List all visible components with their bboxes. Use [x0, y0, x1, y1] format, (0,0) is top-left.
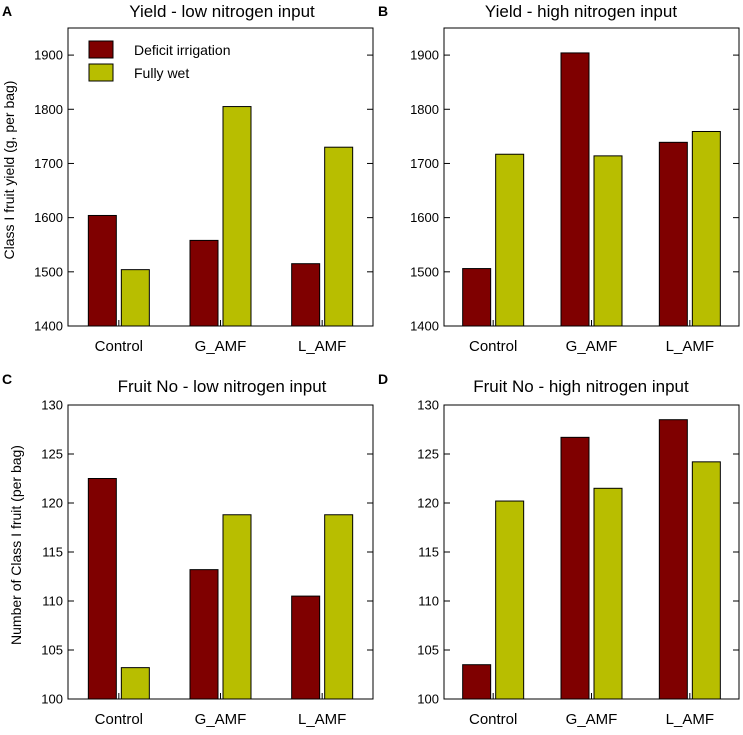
- y-tick-label: 1600: [34, 210, 63, 225]
- y-tick-label: 130: [41, 398, 63, 413]
- panel-b: B Yield - high nitrogen input 1400 1500 16…: [378, 2, 740, 355]
- panel-title: Yield - low nitrogen input: [129, 2, 315, 21]
- bar-fully-wet-g-amf: [593, 155, 623, 327]
- bar-deficit-control: [87, 478, 117, 700]
- x-tick-label: L_AMF: [666, 338, 714, 355]
- x-tick-label: Control: [95, 711, 143, 728]
- legend-label-deficit: Deficit irrigation: [134, 42, 230, 58]
- y-axis-title: Class I fruit yield (g, per bag): [1, 81, 17, 260]
- plot-frame: [67, 27, 374, 327]
- bar-fully-wet-g-amf: [222, 106, 252, 327]
- y-tick-label: 1400: [410, 319, 439, 334]
- y-tick-label: 110: [42, 594, 63, 609]
- bar-fully-wet-control: [495, 500, 525, 700]
- bar-deficit-l-amf: [658, 419, 688, 700]
- panel-c: C Fruit No - low nitrogen input Number o…: [2, 371, 374, 728]
- bar-deficit-control: [87, 214, 117, 327]
- plot-frame: [67, 404, 374, 700]
- x-tick-label: G_AMF: [566, 711, 618, 728]
- y-tick-label: 110: [418, 594, 439, 609]
- y-tick-label: 100: [417, 692, 439, 707]
- bar-fully-wet-l-amf: [691, 130, 721, 327]
- y-tick-label: 1900: [410, 48, 439, 63]
- plot-area: 1400 1500 1600 1700 1800 1900 Control G_AMF L_AM…: [34, 27, 374, 355]
- panel-a: A Yield - low nitrogen input Class I fru…: [1, 2, 374, 355]
- y-tick-label: 1500: [410, 264, 439, 279]
- plot-area: 100 105 110 115 120 125 130 Control G_AMF L_AMF: [417, 398, 740, 728]
- plot-frame: [443, 404, 740, 700]
- bar-fully-wet-l-amf: [324, 146, 354, 327]
- panel-letter: D: [378, 371, 388, 387]
- y-tick-label: 105: [41, 643, 63, 658]
- y-tick-label: 1700: [34, 156, 63, 171]
- y-tick-label: 125: [417, 447, 439, 462]
- panel-title: Yield - high nitrogen input: [485, 2, 677, 21]
- y-tick-label: 1900: [34, 48, 63, 63]
- y-axis-title: Number of Class I fruit (per bag): [8, 445, 24, 645]
- y-tick-label: 100: [41, 692, 63, 707]
- x-tick-label: L_AMF: [298, 711, 346, 728]
- bar-deficit-g-amf: [560, 52, 590, 327]
- bar-deficit-control: [462, 664, 492, 700]
- bar-fully-wet-control: [120, 667, 150, 700]
- y-tick-label: 115: [42, 545, 63, 560]
- x-tick-label: L_AMF: [666, 711, 714, 728]
- bar-fully-wet-g-amf: [593, 487, 623, 700]
- bar-deficit-l-amf: [658, 141, 688, 327]
- bar-deficit-g-amf: [560, 436, 590, 700]
- x-tick-label: G_AMF: [195, 711, 247, 728]
- y-tick-label: 1600: [410, 210, 439, 225]
- legend-swatch-deficit: [88, 40, 114, 59]
- x-tick-label: Control: [469, 711, 517, 728]
- y-tick-label: 1500: [34, 264, 63, 279]
- legend-label-fully-wet: Fully wet: [134, 65, 189, 81]
- y-tick-label: 125: [41, 447, 63, 462]
- x-tick-label: G_AMF: [566, 338, 618, 355]
- plot-frame: [443, 27, 740, 327]
- plot-area: 100 105 110 115 120 125 130 Control G_AMF L_AMF: [41, 398, 374, 728]
- y-tick-label: 130: [417, 398, 439, 413]
- bar-fully-wet-l-amf: [324, 514, 354, 700]
- x-tick-label: Control: [95, 338, 143, 355]
- plot-area: 1400 1500 1600 1700 1800 1900 Control G_AMF L_AM…: [410, 27, 740, 355]
- x-tick-label: L_AMF: [298, 338, 346, 355]
- panel-letter: C: [2, 371, 12, 387]
- bar-deficit-control: [462, 268, 492, 327]
- panel-letter: B: [378, 3, 388, 19]
- y-tick-label: 1400: [34, 319, 63, 334]
- legend: Deficit irrigation Fully wet: [88, 40, 230, 82]
- bar-deficit-l-amf: [291, 263, 321, 327]
- bar-fully-wet-l-amf: [691, 461, 721, 700]
- y-tick-label: 1800: [410, 102, 439, 117]
- bar-deficit-g-amf: [189, 569, 219, 700]
- bar-deficit-l-amf: [291, 595, 321, 700]
- bar-fully-wet-control: [495, 153, 525, 327]
- y-tick-label: 1800: [34, 102, 63, 117]
- bar-deficit-g-amf: [189, 239, 219, 327]
- y-tick-label: 115: [418, 545, 439, 560]
- x-tick-label: Control: [469, 338, 517, 355]
- bar-fully-wet-g-amf: [222, 514, 252, 700]
- legend-swatch-fully-wet: [88, 63, 114, 82]
- panel-title: Fruit No - low nitrogen input: [118, 377, 327, 396]
- panel-d: D Fruit No - high nitrogen input 1001051…: [378, 371, 740, 728]
- y-tick-label: 120: [417, 496, 439, 511]
- y-tick-label: 120: [41, 496, 63, 511]
- y-tick-label: 1700: [410, 156, 439, 171]
- panel-title: Fruit No - high nitrogen input: [473, 377, 689, 396]
- bar-fully-wet-control: [120, 269, 150, 327]
- x-tick-label: G_AMF: [195, 338, 247, 355]
- y-tick-label: 105: [417, 643, 439, 658]
- panel-letter: A: [2, 3, 12, 19]
